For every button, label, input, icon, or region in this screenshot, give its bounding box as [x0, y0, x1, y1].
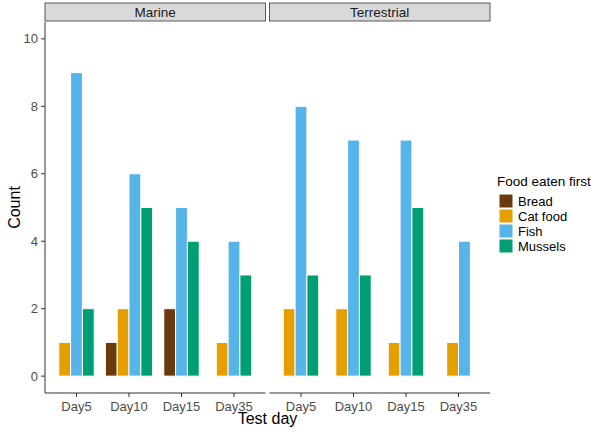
y-axis-title: Count	[6, 186, 23, 229]
y-tick-label: 2	[31, 301, 38, 316]
legend-key	[499, 224, 513, 238]
bar	[228, 241, 240, 376]
bar	[59, 342, 71, 376]
x-axis-line	[270, 393, 491, 394]
background	[0, 0, 600, 432]
bar	[187, 241, 199, 376]
bar	[216, 342, 228, 376]
x-tick-label: Day15	[387, 399, 425, 414]
x-tick	[353, 393, 354, 397]
legend-title: Food eaten first	[497, 174, 591, 189]
bar	[105, 342, 117, 376]
legend-key	[499, 194, 513, 208]
x-tick	[458, 393, 459, 397]
x-tick	[234, 393, 235, 397]
x-tick-label: Day10	[335, 399, 373, 414]
bar	[283, 309, 295, 376]
bar	[117, 309, 129, 376]
bars	[283, 106, 470, 376]
strip-label: Terrestrial	[350, 5, 409, 20]
y-tick-label: 8	[31, 99, 38, 114]
legend-label: Cat food	[518, 209, 567, 224]
legend-key	[499, 239, 513, 253]
legend-label: Mussels	[518, 239, 566, 254]
bar	[336, 309, 348, 376]
bar	[348, 140, 360, 376]
bar	[388, 342, 400, 376]
strip	[270, 3, 491, 21]
bars	[59, 73, 252, 377]
bar	[129, 174, 141, 376]
bar	[240, 275, 252, 376]
bar	[141, 208, 153, 377]
bar	[71, 73, 83, 377]
y-tick	[41, 376, 45, 377]
strip	[45, 3, 266, 21]
chart: MarineDay5Day10Day15Day35TerrestrialDay5…	[0, 0, 600, 432]
bar	[412, 208, 424, 377]
x-tick	[76, 393, 77, 397]
y-axis-line	[45, 22, 46, 393]
strip-label: Marine	[135, 5, 176, 20]
bar	[359, 275, 371, 376]
y-tick-label: 10	[24, 31, 38, 46]
bar	[82, 309, 94, 376]
bar	[459, 241, 471, 376]
y-tick	[41, 38, 45, 39]
bar	[447, 342, 459, 376]
y-tick-label: 4	[31, 234, 38, 249]
legend-label: Bread	[518, 194, 553, 209]
legend-key	[499, 209, 513, 223]
bar	[176, 208, 188, 377]
y-tick	[41, 308, 45, 309]
x-tick	[181, 393, 182, 397]
bar	[307, 275, 319, 376]
y-tick-label: 0	[31, 369, 38, 384]
x-tick-label: Day15	[163, 399, 201, 414]
y-tick	[41, 173, 45, 174]
x-axis-line	[45, 393, 266, 394]
y-tick	[41, 241, 45, 242]
x-tick	[406, 393, 407, 397]
y-tick	[41, 106, 45, 107]
bar	[164, 309, 176, 376]
x-tick-label: Day10	[110, 399, 148, 414]
y-tick-label: 6	[31, 166, 38, 181]
x-tick-label: Day35	[440, 399, 478, 414]
x-tick-label: Day5	[61, 399, 91, 414]
x-tick	[301, 393, 302, 397]
bar	[295, 106, 307, 376]
bar	[400, 140, 412, 376]
x-axis-title: Test day	[238, 410, 298, 427]
x-tick	[129, 393, 130, 397]
legend-label: Fish	[518, 224, 543, 239]
